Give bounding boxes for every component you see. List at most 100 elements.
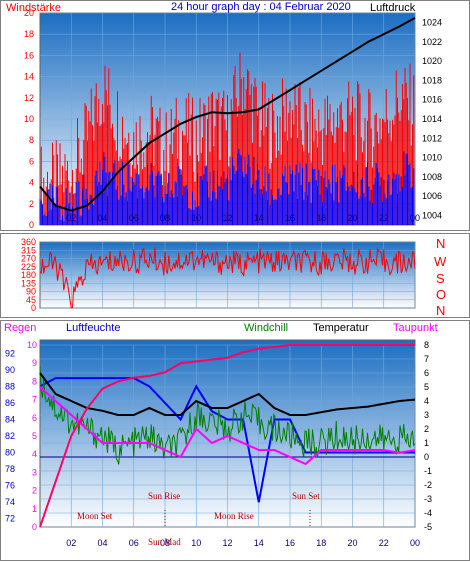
windchill-legend: Windchill (244, 322, 288, 334)
direction-tick-45: 45 (26, 295, 36, 305)
direction-tick-225: 225 (21, 262, 36, 272)
top-x-tick-02: 02 (66, 213, 76, 223)
top-x-tick-08: 08 (160, 213, 170, 223)
wind-tick-10: 10 (24, 114, 34, 124)
compass-o: O (436, 287, 446, 302)
rain-tick-8: 8 (32, 376, 37, 386)
rain-tick-9: 9 (32, 358, 37, 368)
compass-w: W (434, 254, 447, 269)
pressure-tick-1016: 1016 (422, 95, 442, 105)
humidity-tick-74: 74 (5, 497, 15, 507)
bottom-x-tick-10: 10 (191, 538, 201, 548)
temp-tick--4: -4 (424, 508, 432, 518)
humidity-tick-90: 90 (5, 365, 15, 375)
pressure-tick-1024: 1024 (422, 18, 442, 28)
compass-n-top: N (436, 236, 445, 251)
humidity-tick-84: 84 (5, 414, 15, 424)
direction-tick-90: 90 (26, 287, 36, 297)
wind-tick-14: 14 (24, 72, 34, 82)
direction-tick-360: 360 (21, 237, 36, 247)
humidity-tick-82: 82 (5, 431, 15, 441)
compass-labels: N W S O N (434, 236, 447, 318)
humidity-tick-80: 80 (5, 448, 15, 458)
rain-tick-1: 1 (32, 504, 37, 514)
temp-tick--5: -5 (424, 522, 432, 532)
dewpoint-legend: Taupunkt (393, 322, 438, 334)
bottom-x-tick-20: 20 (347, 538, 357, 548)
pressure-series (39, 16, 416, 212)
rain-tick-5: 5 (32, 431, 37, 441)
series-taupunkt (39, 386, 416, 466)
bottom-x-tick-00: 00 (410, 538, 420, 548)
temp-tick-6: 6 (424, 368, 429, 378)
bottom-x-tick-22: 22 (379, 538, 389, 548)
direction-tick-180: 180 (21, 270, 36, 280)
temp-tick--3: -3 (424, 494, 432, 504)
top-x-tick-22: 22 (379, 213, 389, 223)
temp-tick-2: 2 (424, 424, 429, 434)
bottom-grid (40, 344, 416, 528)
bottom-x-tick-16: 16 (285, 538, 295, 548)
direction-tick-135: 135 (21, 278, 36, 288)
moon-set-annotation: Moon Set (77, 511, 113, 521)
pressure-tick-1020: 1020 (422, 56, 442, 66)
humidity-tick-88: 88 (5, 381, 15, 391)
sun-nomad-annotation: Sun Mad (148, 537, 181, 547)
pressure-line (39, 16, 416, 212)
bottom-x-tick-12: 12 (222, 538, 232, 548)
wind-speed-axis-label: Windstärke (6, 2, 61, 14)
wind-direction-series (39, 247, 416, 309)
pressure-tick-1014: 1014 (422, 114, 442, 124)
wind-tick-12: 12 (24, 93, 34, 103)
wind-tick-18: 18 (24, 29, 34, 39)
humidity-tick-76: 76 (5, 481, 15, 491)
rain-tick-10: 10 (27, 340, 37, 350)
top-x-tick-18: 18 (316, 213, 326, 223)
series-temperatur (39, 372, 416, 416)
bottom-x-tick-02: 02 (66, 538, 76, 548)
top-x-tick-16: 16 (285, 213, 295, 223)
direction-tick-0: 0 (31, 303, 36, 313)
wind-speed-series (39, 52, 415, 225)
wind-tick-4: 4 (29, 178, 34, 188)
direction-tick-270: 270 (21, 254, 36, 264)
rain-tick-3: 3 (32, 467, 37, 477)
pressure-tick-1004: 1004 (422, 210, 442, 220)
top-x-tick-12: 12 (222, 213, 232, 223)
humidity-tick-92: 92 (5, 348, 15, 358)
wind-tick-6: 6 (29, 156, 34, 166)
pressure-tick-1018: 1018 (422, 75, 442, 85)
temperature-humidity-series (39, 344, 416, 528)
temp-tick--2: -2 (424, 480, 432, 490)
wind-direction-line (39, 247, 416, 309)
compass-n-bottom: N (436, 303, 445, 318)
compass-s: S (436, 271, 445, 286)
series-regen (39, 344, 415, 528)
moon-rise-annotation: Moon Rise (214, 511, 254, 521)
rain-tick-4: 4 (32, 449, 37, 459)
temp-tick-0: 0 (424, 452, 429, 462)
humidity-tick-72: 72 (5, 514, 15, 524)
sun-rise-annotation: Sun Rise (148, 491, 180, 501)
graph-title: 24 hour graph day : 04 Februar 2020 (171, 1, 351, 13)
humidity-axis-label: Luftfeuchte (66, 322, 120, 334)
pressure-tick-1008: 1008 (422, 172, 442, 182)
temp-tick--1: -1 (424, 466, 432, 476)
sun-set-annotation: Sun Set (292, 491, 320, 501)
temp-tick-8: 8 (424, 340, 429, 350)
top-x-tick-06: 06 (129, 213, 139, 223)
top-x-tick-04: 04 (97, 213, 107, 223)
temp-tick-4: 4 (424, 396, 429, 406)
bottom-x-tick-14: 14 (254, 538, 264, 548)
top-axis-ticks: 0246810121416182010041006100810101012101… (24, 8, 442, 230)
temp-tick-5: 5 (424, 382, 429, 392)
pressure-axis-label: Luftdruck (370, 2, 416, 14)
top-x-tick-00: 00 (410, 213, 420, 223)
rain-tick-0: 0 (32, 522, 37, 532)
wind-tick-16: 16 (24, 50, 34, 60)
wind-tick-20: 20 (24, 8, 34, 18)
pressure-tick-1022: 1022 (422, 37, 442, 47)
humidity-tick-86: 86 (5, 398, 15, 408)
